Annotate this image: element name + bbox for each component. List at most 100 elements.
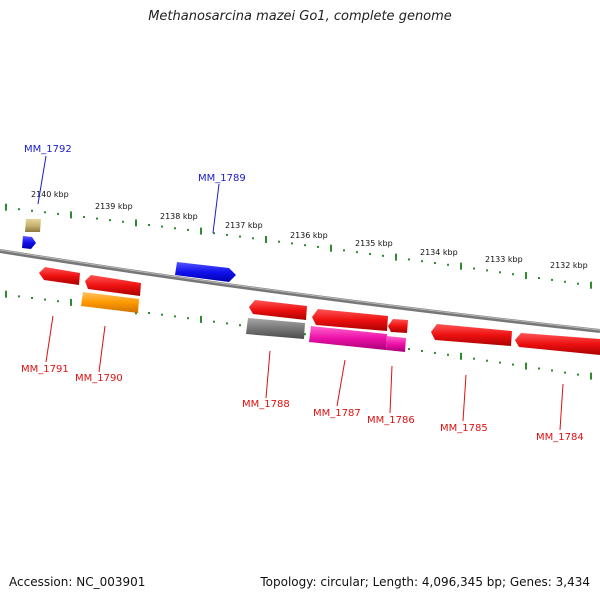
scale-label-2136: 2136 kbp xyxy=(290,231,328,240)
minor-tick xyxy=(18,295,20,298)
scale-label-2132: 2132 kbp xyxy=(550,261,588,270)
minor-tick xyxy=(161,313,163,316)
minor-tick xyxy=(57,300,59,303)
major-tick xyxy=(590,372,592,380)
major-tick xyxy=(70,211,72,219)
minor-tick xyxy=(174,227,176,230)
major-tick xyxy=(200,315,202,323)
minor-tick xyxy=(564,280,566,283)
minor-tick xyxy=(239,324,241,327)
gene-mm1788[interactable] xyxy=(246,318,305,339)
major-tick xyxy=(460,262,462,270)
major-tick xyxy=(265,236,267,243)
minor-tick xyxy=(538,277,540,279)
label-leaders xyxy=(37,155,564,431)
minor-tick xyxy=(213,320,215,323)
minor-tick xyxy=(499,361,501,364)
minor-tick xyxy=(382,254,384,257)
major-tick xyxy=(135,219,137,227)
scale-label-2134: 2134 kbp xyxy=(420,248,458,257)
major-tick xyxy=(5,203,7,211)
forward-genes xyxy=(22,219,236,282)
minor-tick xyxy=(213,232,215,235)
minor-tick xyxy=(239,235,241,238)
gene-mm1785[interactable] xyxy=(431,324,512,346)
genome-summary-text: Topology: circular; Length: 4,096,345 bp… xyxy=(260,575,590,589)
minor-tick xyxy=(356,251,358,254)
minor-tick xyxy=(343,249,345,252)
reverse-genes xyxy=(39,267,600,355)
label-mm1787[interactable]: MM_1787 xyxy=(313,408,361,419)
minor-tick xyxy=(408,348,410,351)
minor-tick xyxy=(161,225,163,228)
scale-label-2140: 2140 kbp xyxy=(31,190,69,199)
accession-text: Accession: NC_003901 xyxy=(9,575,146,589)
upper-tick-scale xyxy=(5,203,592,289)
genome-backbone xyxy=(0,249,600,333)
major-tick xyxy=(5,290,7,298)
label-mm1785[interactable]: MM_1785 xyxy=(440,423,488,434)
major-tick xyxy=(590,281,592,289)
minor-tick xyxy=(148,312,150,314)
major-tick xyxy=(70,298,72,306)
gene-mm1784[interactable] xyxy=(515,333,600,355)
gene-mm1789[interactable] xyxy=(175,262,236,282)
minor-tick xyxy=(577,373,579,376)
minor-tick xyxy=(44,211,46,214)
gene-mm1788-red[interactable] xyxy=(249,300,307,320)
gene-mm1786[interactable] xyxy=(386,336,406,352)
label-mm1784[interactable]: MM_1784 xyxy=(536,432,584,443)
minor-tick xyxy=(44,298,46,301)
minor-tick xyxy=(551,369,553,372)
major-tick xyxy=(460,352,462,360)
label-mm1788[interactable]: MM_1788 xyxy=(242,399,290,410)
minor-tick xyxy=(538,367,540,370)
minor-tick xyxy=(512,363,514,366)
minor-tick xyxy=(148,224,150,226)
minor-tick xyxy=(304,244,306,247)
minor-tick xyxy=(122,220,124,223)
minor-tick xyxy=(447,263,449,266)
minor-tick xyxy=(187,228,189,231)
minor-tick xyxy=(447,353,449,356)
minor-tick xyxy=(421,260,423,263)
minor-tick xyxy=(278,240,280,243)
gene-mm1792-b[interactable] xyxy=(22,236,36,249)
gene-mm1786-red[interactable] xyxy=(388,319,408,333)
minor-tick xyxy=(577,282,579,285)
gene-mm1792[interactable] xyxy=(25,219,41,232)
minor-tick xyxy=(291,242,293,245)
minor-tick xyxy=(408,258,410,261)
minor-tick xyxy=(18,208,20,211)
minor-tick xyxy=(512,273,514,276)
gene-mm1791[interactable] xyxy=(39,267,80,285)
major-tick xyxy=(525,362,527,370)
label-mm1789[interactable]: MM_1789 xyxy=(198,173,246,184)
scale-label-2135: 2135 kbp xyxy=(355,239,393,248)
gene-mm1790-red[interactable] xyxy=(85,275,141,296)
label-mm1790[interactable]: MM_1790 xyxy=(75,373,123,384)
label-mm1792[interactable]: MM_1792 xyxy=(24,144,72,155)
gene-mm1787[interactable] xyxy=(309,326,387,350)
major-tick xyxy=(395,253,397,261)
minor-tick xyxy=(252,237,254,240)
minor-tick xyxy=(226,233,228,236)
minor-tick xyxy=(473,357,475,360)
minor-tick xyxy=(473,267,475,270)
minor-tick xyxy=(434,351,436,354)
page-title: Methanosarcina mazei Go1, complete genom… xyxy=(148,9,452,24)
minor-tick xyxy=(486,269,488,272)
minor-tick xyxy=(486,359,488,362)
major-tick xyxy=(525,272,527,280)
label-mm1786[interactable]: MM_1786 xyxy=(367,415,415,426)
gene-mm1787-red[interactable] xyxy=(312,309,388,331)
minor-tick xyxy=(499,271,501,274)
major-tick xyxy=(330,244,332,252)
minor-tick xyxy=(421,350,423,352)
label-mm1791[interactable]: MM_1791 xyxy=(21,364,69,375)
gene-mm1790[interactable] xyxy=(81,292,139,313)
scale-label-2137: 2137 kbp xyxy=(225,221,263,230)
minor-tick xyxy=(564,371,566,374)
